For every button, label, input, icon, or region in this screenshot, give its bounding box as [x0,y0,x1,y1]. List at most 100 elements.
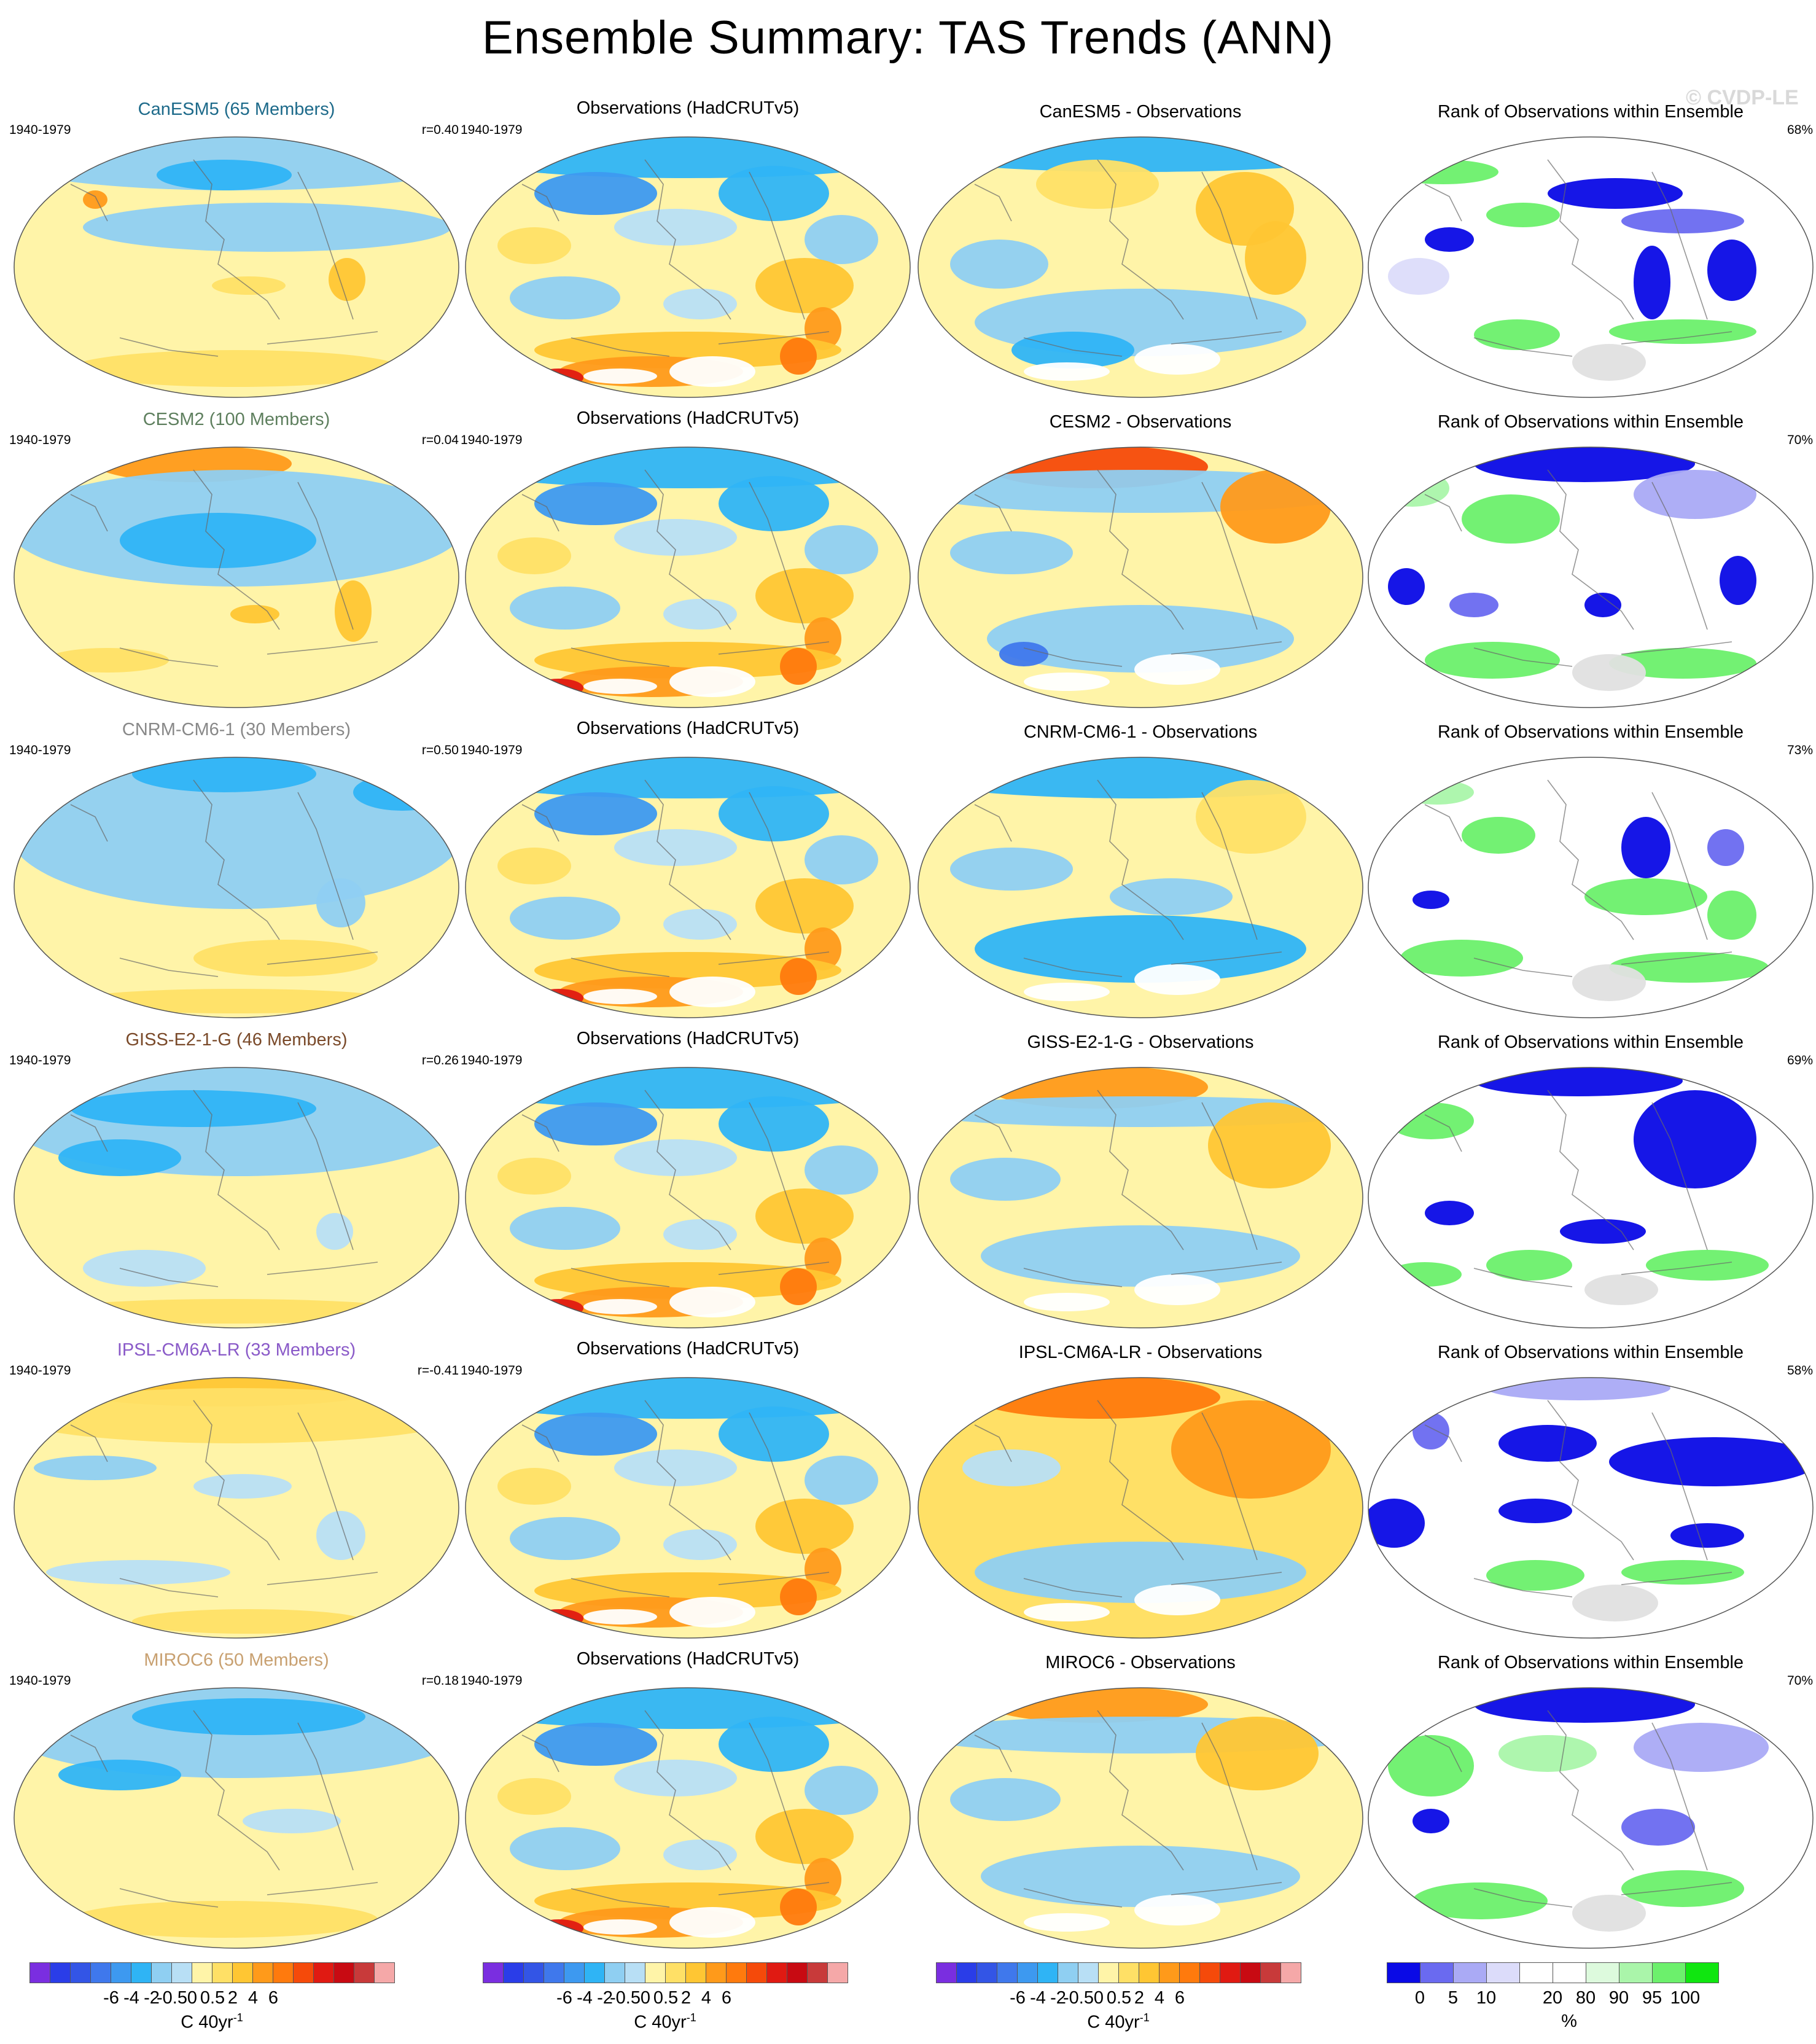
rank-map [1368,1687,1814,1949]
correlation-label: r=0.50 [421,743,459,757]
colorbar-swatch [1199,1962,1220,1983]
panel-title: Observations (HadCRUTv5) [576,98,800,118]
colorbar-swatch [766,1962,787,1983]
correlation-label: r=0.04 [421,433,459,447]
colorbar-swatch [1486,1962,1520,1983]
observations-map [465,1687,911,1949]
model-map [14,757,459,1018]
panel-difference-map: GISS-E2-1-G - Observations [913,1029,1368,1336]
colorbar-tick-label: -4 [577,1988,593,2008]
panel-difference-map: CESM2 - Observations [913,408,1368,716]
colorbar-swatch [523,1962,544,1983]
difference-map [918,1687,1363,1949]
colorbar-tick-label: 4 [1154,1988,1165,2008]
colorbar-swatch [374,1962,395,1983]
colorbar-tick-label: -2 [1050,1988,1066,2008]
rank-percent-label: 70% [1787,1674,1813,1688]
watermark: © CVDP-LE [1686,86,1799,109]
colorbar-swatch [1179,1962,1200,1983]
panel-observations-map: Observations (HadCRUTv5) 1940-1979 [461,1029,915,1336]
colorbar-tick-label: 4 [701,1988,712,2008]
colorbar-swatch [584,1962,605,1983]
unit-text: C 40yr [181,2012,233,2032]
difference-map [918,136,1363,398]
colorbar-swatches [1387,1962,1719,1983]
rank-map [1368,447,1814,708]
panel-observations-map: Observations (HadCRUTv5) 1940-1979 [461,408,915,716]
page-title: Ensemble Summary: TAS Trends (ANN) [482,12,1334,64]
colorbar-swatches [29,1962,395,1983]
panel-title: GISS-E2-1-G - Observations [1027,1032,1254,1052]
colorbar-unit-label: % [1561,2011,1577,2031]
colorbar-tick-label: 5 [1448,1988,1459,2008]
model-map [14,1377,459,1639]
panel-title: Observations (HadCRUTv5) [576,1029,800,1048]
colorbar-swatch [354,1962,375,1983]
colorbar-swatch [665,1962,686,1983]
colorbar-swatch [645,1962,666,1983]
observations-map [465,136,911,398]
colorbar-swatch [787,1962,808,1983]
panel-rank-map: Rank of Observations within Ensemble 73% [1363,719,1816,1026]
colorbar-tick-label: 2 [680,1988,692,2008]
colorbar-tick-label: -0.5 [1063,1988,1094,2008]
observations-map [465,757,911,1018]
difference-map [918,1377,1363,1639]
colorbar-swatch [604,1962,625,1983]
panel-title: CESM2 (100 Members) [142,410,330,429]
colorbar-swatch [1652,1962,1686,1983]
panel-title: Rank of Observations within Ensemble [1437,1032,1744,1052]
colorbar-tick-label: 10 [1476,1988,1497,2008]
correlation-label: r=0.26 [421,1053,459,1067]
colorbar-swatch [564,1962,585,1983]
panel-rank-map: Rank of Observations within Ensemble 70% [1363,1649,1816,1956]
panel-rank-map: Rank of Observations within Ensemble 68% [1363,98,1816,405]
colorbar-swatch [293,1962,314,1983]
period-label: 1940-1979 [9,743,71,757]
colorbar-tick-label: -2 [144,1988,160,2008]
observations-map [465,447,911,708]
colorbar-unit-label: C 40yr-1 [1087,2011,1149,2033]
colorbar-swatch [1017,1962,1038,1983]
colorbar-swatch [252,1962,273,1983]
colorbar-swatch [706,1962,727,1983]
panel-observations-map: Observations (HadCRUTv5) 1940-1979 [461,98,915,405]
colorbar-swatch [1118,1962,1139,1983]
colorbar-tick-label: -4 [123,1988,139,2008]
colorbar-swatch [1280,1962,1301,1983]
colorbar-swatch [1453,1962,1487,1983]
period-label: 1940-1979 [461,123,523,137]
colorbar-swatch [273,1962,294,1983]
panel-title: MIROC6 (50 Members) [144,1650,329,1670]
colorbar-swatch [503,1962,524,1983]
panel-title: Rank of Observations within Ensemble [1437,412,1744,432]
colorbar-unit-label: C 40yr-1 [634,2011,696,2033]
colorbar-unit-label: C 40yr-1 [181,2011,243,2033]
colorbar-tick-label: 6 [1174,1988,1185,2008]
panel-title: Rank of Observations within Ensemble [1437,102,1744,122]
colorbar-swatch [70,1962,91,1983]
colorbar-tick-label: 0 [640,1988,651,2008]
colorbar-tick-label: -0.5 [610,1988,641,2008]
colorbar-swatch [232,1962,253,1983]
colorbar-swatch [1220,1962,1241,1983]
period-label: 1940-1979 [9,1674,71,1688]
panel-rank-map: Rank of Observations within Ensemble 70% [1363,408,1816,716]
colorbar-swatch [171,1962,192,1983]
period-label: 1940-1979 [461,1053,523,1067]
panel-model-map: IPSL-CM6A-LR (33 Members) 1940-1979 r=-0.4… [9,1339,464,1646]
model-map [14,1067,459,1328]
colorbar-swatch [313,1962,334,1983]
rank-map [1368,1377,1814,1639]
colorbar-tick-label: -6 [103,1988,119,2008]
colorbar-swatch [976,1962,997,1983]
period-label: 1940-1979 [461,1674,523,1688]
colorbar-swatches [483,1962,848,1983]
period-label: 1940-1979 [461,743,523,757]
difference-map [918,447,1363,708]
colorbar-swatch [90,1962,111,1983]
colorbar-tick-label: 2 [1134,1988,1145,2008]
panel-title: Observations (HadCRUTv5) [576,408,800,428]
panel-model-map: CanESM5 (65 Members) 1940-1979 r=0.40 [9,98,464,405]
panel-title: IPSL-CM6A-LR - Observations [1018,1343,1263,1362]
